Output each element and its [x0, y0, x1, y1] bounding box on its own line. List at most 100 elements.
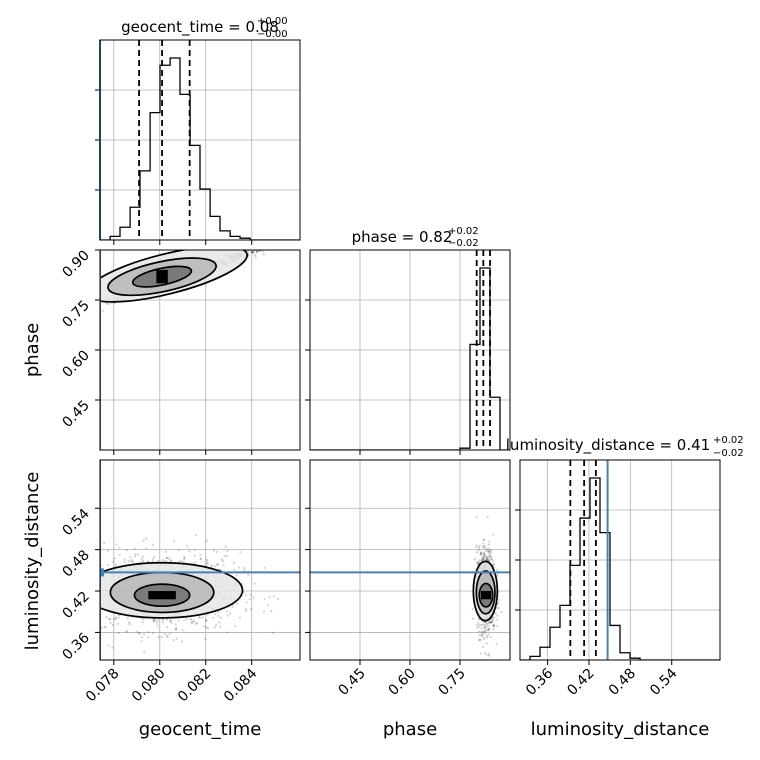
scatter-geocent-time-vs-luminosity-distance-sample: [194, 533, 197, 536]
scatter-phase-vs-luminosity-distance-sample: [482, 636, 485, 639]
scatter-geocent-time-vs-luminosity-distance-sample: [262, 610, 266, 613]
scatter-phase-vs-luminosity-distance-sample: [484, 626, 487, 629]
title-phase-sub: −0.02: [448, 238, 479, 249]
scatter-geocent-time-vs-luminosity-distance-sample: [183, 557, 186, 560]
scatter-geocent-time-vs-luminosity-distance-sample: [103, 625, 106, 628]
scatter-phase-vs-luminosity-distance-sample: [486, 556, 489, 559]
scatter-geocent-time-vs-luminosity-distance-sample: [165, 556, 169, 559]
scatter-geocent-time-vs-luminosity-distance-sample: [226, 550, 229, 553]
scatter-geocent-time-vs-luminosity-distance-sample: [189, 617, 192, 620]
scatter-phase-vs-luminosity-distance-sample: [497, 606, 500, 610]
scatter-geocent-time-vs-phase-sample: [284, 235, 286, 237]
scatter-phase-vs-luminosity-distance-sample: [496, 602, 500, 605]
scatter-phase-vs-luminosity-distance-sample: [485, 634, 488, 637]
scatter-phase-vs-luminosity-distance-sample: [490, 621, 493, 624]
scatter-geocent-time-vs-luminosity-distance-sample: [156, 559, 160, 562]
scatter-geocent-time-vs-luminosity-distance-sample: [193, 561, 197, 564]
scatter-phase-vs-luminosity-distance-sample: [487, 654, 490, 657]
scatter-geocent-time-vs-luminosity-distance-sample: [214, 613, 217, 616]
scatter-geocent-time-vs-luminosity-distance-sample: [69, 590, 71, 592]
scatter-geocent-time-vs-phase-sample: [261, 244, 263, 246]
scatter-geocent-time-vs-luminosity-distance-sample: [205, 619, 208, 622]
scatter-geocent-time-vs-phase-yticklabel: 0.60: [59, 348, 92, 381]
scatter-geocent-time-vs-phase-sample: [107, 302, 110, 306]
scatter-phase-vs-luminosity-distance-sample: [475, 544, 478, 547]
scatter-geocent-time-vs-luminosity-distance-sample: [126, 549, 129, 552]
scatter-geocent-time-vs-phase-sample: [271, 242, 273, 244]
scatter-phase-vs-luminosity-distance-sample: [492, 624, 496, 627]
scatter-geocent-time-vs-luminosity-distance-sample: [50, 624, 52, 626]
scatter-geocent-time-vs-luminosity-distance-sample: [117, 616, 120, 619]
scatter-phase-vs-luminosity-distance-sample: [475, 561, 478, 564]
scatter-phase-vs-luminosity-distance-sample: [486, 624, 490, 627]
scatter-phase-vs-luminosity-distance-sample: [487, 540, 491, 543]
scatter-phase-vs-luminosity-distance-sample: [489, 620, 492, 623]
scatter-phase-vs-luminosity-distance-sample: [477, 548, 480, 552]
scatter-geocent-time-vs-luminosity-distance-sample: [219, 616, 222, 619]
scatter-geocent-time-vs-luminosity-distance-xticklabel: 0.084: [221, 665, 261, 705]
scatter-geocent-time-vs-luminosity-distance-sample: [114, 563, 117, 566]
scatter-geocent-time-vs-luminosity-distance-sample: [59, 580, 61, 582]
scatter-phase-vs-luminosity-distance-sample: [496, 614, 499, 617]
scatter-phase-vs-luminosity-distance-sample: [478, 638, 481, 641]
scatter-phase-vs-luminosity-distance-sample: [492, 628, 495, 631]
scatter-geocent-time-vs-phase-sample: [257, 247, 259, 249]
scatter-phase-vs-luminosity-distance-sample: [489, 549, 493, 552]
hist-luminosity-distance-bars: [520, 477, 720, 660]
hist-luminosity-distance-panel: 0.36 0.42 0.48 0.54: [515, 459, 721, 699]
scatter-geocent-time-vs-luminosity-distance-sample: [185, 617, 188, 620]
scatter-geocent-time-vs-luminosity-distance-sample: [195, 621, 199, 625]
scatter-geocent-time-vs-phase-sample: [276, 243, 278, 245]
scatter-phase-vs-luminosity-distance-sample: [487, 628, 491, 631]
scatter-geocent-time-vs-luminosity-distance-sample: [205, 539, 208, 543]
scatter-geocent-time-vs-luminosity-distance-xticklabel: 0.078: [83, 666, 123, 706]
scatter-geocent-time-vs-luminosity-distance-sample: [108, 617, 112, 621]
scatter-geocent-time-vs-phase-panel: 0.45 0.60 0.75 0.90: [59, 223, 324, 455]
scatter-geocent-time-vs-luminosity-distance-sample: [152, 619, 156, 622]
scatter-phase-vs-luminosity-distance-sample: [496, 574, 499, 578]
scatter-phase-vs-luminosity-distance-sample: [477, 630, 481, 633]
scatter-geocent-time-vs-luminosity-distance-sample: [118, 546, 121, 549]
scatter-phase-vs-luminosity-distance-sample: [476, 561, 480, 564]
scatter-geocent-time-vs-luminosity-distance-sample: [192, 619, 195, 622]
scatter-geocent-time-vs-luminosity-distance-sample: [172, 639, 175, 642]
panels: 0.36 0.42 0.48 0.54 0.450.600.750.90 0.078 0.0…: [50, 39, 721, 706]
scatter-phase-vs-luminosity-distance-sample: [488, 553, 491, 556]
scatter-phase-vs-luminosity-distance-core: [481, 591, 491, 600]
scatter-geocent-time-vs-luminosity-distance-sample: [165, 556, 168, 560]
scatter-geocent-time-vs-luminosity-distance-sample: [225, 554, 228, 557]
scatter-geocent-time-vs-phase-sample: [272, 243, 274, 245]
scatter-geocent-time-vs-phase-sample: [297, 233, 299, 235]
scatter-geocent-time-vs-luminosity-distance-sample: [141, 620, 144, 624]
scatter-geocent-time-vs-luminosity-distance-sample: [206, 559, 209, 562]
scatter-geocent-time-vs-luminosity-distance-sample: [175, 627, 178, 630]
scatter-phase-vs-luminosity-distance-sample: [482, 542, 485, 545]
scatter-geocent-time-vs-luminosity-distance-sample: [92, 567, 94, 569]
scatter-phase-vs-luminosity-distance-sample: [478, 623, 481, 626]
scatter-geocent-time-vs-luminosity-distance-sample: [272, 595, 275, 598]
scatter-phase-vs-luminosity-distance-sample: [475, 623, 478, 627]
scatter-phase-vs-luminosity-distance-sample: [482, 557, 486, 560]
scatter-phase-vs-luminosity-distance-sample: [482, 556, 486, 559]
scatter-phase-vs-luminosity-distance-sample: [471, 617, 475, 620]
scatter-phase-vs-luminosity-distance-sample: [486, 515, 489, 518]
scatter-geocent-time-vs-luminosity-distance-sample: [181, 629, 184, 632]
scatter-geocent-time-vs-luminosity-distance-sample: [82, 580, 84, 582]
scatter-geocent-time-vs-luminosity-distance-sample: [85, 609, 87, 611]
scatter-phase-vs-luminosity-distance-sample: [495, 642, 498, 645]
scatter-geocent-time-vs-phase-sample: [92, 306, 94, 308]
scatter-geocent-time-vs-luminosity-distance-sample: [223, 555, 226, 558]
scatter-geocent-time-vs-luminosity-distance-sample: [172, 540, 175, 543]
scatter-geocent-time-vs-phase-sample: [250, 250, 253, 253]
scatter-phase-vs-luminosity-distance-sample: [476, 563, 479, 566]
scatter-geocent-time-vs-phase-sample: [280, 236, 282, 238]
scatter-phase-vs-luminosity-distance-sample: [486, 548, 489, 551]
scatter-geocent-time-vs-luminosity-distance-sample: [267, 603, 270, 607]
scatter-geocent-time-vs-phase-sample: [251, 251, 254, 254]
scatter-phase-vs-luminosity-distance-sample: [480, 552, 483, 555]
scatter-geocent-time-vs-luminosity-distance-sample: [193, 548, 196, 551]
scatter-geocent-time-vs-luminosity-distance-sample: [128, 621, 131, 624]
scatter-geocent-time-vs-phase-sample: [322, 223, 324, 225]
scatter-geocent-time-vs-luminosity-distance-sample: [157, 635, 160, 639]
